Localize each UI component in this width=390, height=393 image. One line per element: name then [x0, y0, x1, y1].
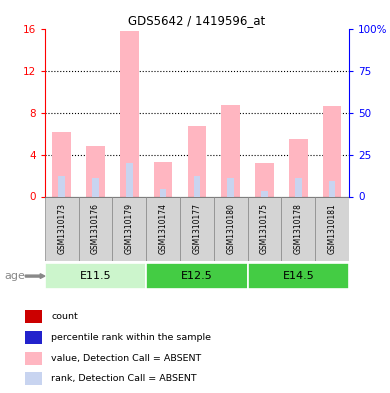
Bar: [25, 372, 42, 386]
Text: E14.5: E14.5: [282, 271, 314, 281]
Bar: [248, 196, 282, 261]
Text: count: count: [51, 312, 78, 321]
Bar: [112, 196, 146, 261]
Bar: [289, 139, 308, 196]
Bar: [180, 196, 214, 261]
Bar: [52, 132, 71, 196]
Bar: [255, 163, 274, 196]
Bar: [282, 196, 315, 261]
Text: age: age: [4, 271, 25, 281]
Text: GSM1310174: GSM1310174: [159, 204, 168, 254]
Text: E12.5: E12.5: [181, 271, 213, 281]
Bar: [154, 162, 172, 196]
Bar: [25, 310, 42, 323]
Bar: [92, 178, 99, 196]
Bar: [120, 31, 138, 196]
Text: E11.5: E11.5: [80, 271, 112, 281]
Title: GDS5642 / 1419596_at: GDS5642 / 1419596_at: [128, 14, 266, 27]
Text: GSM1310179: GSM1310179: [125, 204, 134, 254]
Bar: [261, 191, 268, 196]
Text: GSM1310178: GSM1310178: [294, 204, 303, 254]
Bar: [295, 178, 301, 196]
Text: GSM1310181: GSM1310181: [328, 204, 337, 254]
Bar: [45, 263, 146, 289]
Bar: [222, 105, 240, 196]
Bar: [146, 263, 248, 289]
Text: GSM1310176: GSM1310176: [91, 204, 100, 254]
Bar: [227, 178, 234, 196]
Bar: [214, 196, 248, 261]
Bar: [329, 181, 335, 196]
Bar: [45, 196, 79, 261]
Bar: [126, 163, 133, 196]
Bar: [146, 196, 180, 261]
Text: rank, Detection Call = ABSENT: rank, Detection Call = ABSENT: [51, 374, 197, 383]
Bar: [58, 176, 65, 196]
Bar: [323, 106, 341, 196]
Text: GSM1310175: GSM1310175: [260, 204, 269, 254]
Bar: [79, 196, 112, 261]
Bar: [315, 196, 349, 261]
Bar: [160, 189, 167, 196]
Bar: [25, 351, 42, 365]
Text: GSM1310177: GSM1310177: [192, 204, 202, 254]
Bar: [248, 263, 349, 289]
Text: percentile rank within the sample: percentile rank within the sample: [51, 333, 211, 342]
Bar: [188, 125, 206, 196]
Bar: [194, 176, 200, 196]
Bar: [86, 146, 105, 196]
Text: GSM1310180: GSM1310180: [226, 204, 235, 254]
Bar: [25, 331, 42, 344]
Text: GSM1310173: GSM1310173: [57, 204, 66, 254]
Text: value, Detection Call = ABSENT: value, Detection Call = ABSENT: [51, 354, 202, 363]
